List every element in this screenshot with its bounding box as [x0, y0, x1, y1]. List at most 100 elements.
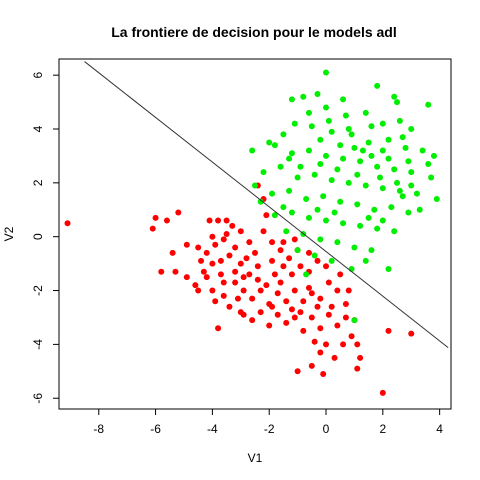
green-point	[391, 93, 398, 100]
red-point	[195, 287, 202, 294]
green-point	[368, 247, 375, 254]
green-point	[271, 212, 278, 219]
green-point	[419, 147, 426, 154]
y-tick-label: 0	[31, 233, 45, 240]
green-point	[399, 193, 406, 200]
x-tick-label: -8	[93, 422, 104, 436]
green-point	[357, 222, 364, 229]
red-point	[158, 268, 165, 275]
red-point	[237, 260, 244, 267]
red-point	[220, 236, 227, 243]
green-point	[311, 171, 318, 178]
red-point	[323, 341, 330, 348]
red-point	[172, 268, 179, 275]
red-point	[283, 319, 290, 326]
green-point	[396, 187, 403, 194]
x-axis-label: V1	[248, 451, 263, 465]
red-point	[149, 225, 156, 232]
red-point	[175, 209, 182, 216]
red-point	[337, 271, 344, 278]
green-point	[405, 158, 412, 165]
green-point	[337, 198, 344, 205]
red-point	[283, 298, 290, 305]
plot-frame	[58, 58, 452, 410]
green-point	[351, 317, 358, 324]
red-point	[263, 282, 270, 289]
green-point	[374, 163, 381, 170]
red-point	[237, 228, 244, 235]
red-point	[317, 295, 324, 302]
green-point	[269, 190, 276, 197]
green-point	[266, 139, 273, 146]
red-point	[215, 325, 222, 332]
green-point	[362, 182, 369, 189]
red-point	[317, 325, 324, 332]
green-point	[277, 163, 284, 170]
red-point	[226, 303, 233, 310]
green-point	[394, 99, 401, 106]
red-point	[277, 247, 284, 254]
green-point	[416, 206, 423, 213]
red-point	[266, 322, 273, 329]
red-point	[294, 368, 301, 375]
green-point	[337, 142, 344, 149]
red-point	[354, 341, 361, 348]
green-point	[385, 155, 392, 162]
red-point	[334, 287, 341, 294]
red-point	[300, 327, 307, 334]
green-point	[379, 185, 386, 192]
red-point	[252, 249, 258, 256]
red-point	[209, 287, 216, 294]
green-point	[374, 82, 381, 89]
red-point	[379, 389, 386, 396]
red-point	[254, 263, 261, 270]
red-point	[348, 333, 355, 340]
red-point	[342, 314, 349, 321]
red-point	[226, 252, 233, 259]
green-point	[345, 179, 352, 186]
green-point	[351, 244, 358, 251]
red-point	[223, 231, 230, 237]
red-point	[215, 217, 222, 224]
red-point	[291, 287, 298, 294]
red-point	[203, 274, 210, 281]
red-point	[317, 349, 324, 356]
red-point	[280, 263, 287, 270]
green-point	[365, 139, 372, 146]
red-point	[269, 303, 276, 310]
green-point	[280, 204, 287, 211]
green-point	[288, 209, 295, 216]
green-point	[365, 214, 372, 221]
green-point	[249, 147, 256, 154]
green-point	[405, 209, 412, 216]
green-point	[314, 206, 321, 213]
green-point	[379, 147, 386, 154]
green-point	[408, 169, 415, 176]
red-point	[206, 217, 213, 224]
red-point	[280, 239, 287, 246]
red-point	[203, 249, 210, 256]
green-point	[305, 147, 312, 154]
red-point	[192, 282, 199, 289]
green-point	[385, 136, 392, 143]
red-point	[220, 292, 227, 299]
red-point	[246, 239, 253, 246]
green-point	[328, 257, 335, 264]
red-point	[234, 295, 241, 302]
red-point	[243, 255, 250, 262]
green-point	[328, 128, 335, 135]
green-point	[323, 217, 330, 224]
green-point	[323, 152, 330, 159]
red-point	[297, 309, 304, 316]
green-point	[297, 163, 304, 170]
y-tick-label: 6	[31, 71, 45, 78]
red-point	[345, 287, 352, 294]
green-point	[408, 182, 415, 189]
green-point	[260, 169, 267, 176]
red-point	[325, 279, 332, 286]
green-point	[396, 117, 403, 124]
green-point	[305, 109, 312, 116]
green-point	[314, 91, 321, 97]
green-point	[425, 161, 432, 167]
red-point	[325, 311, 332, 318]
